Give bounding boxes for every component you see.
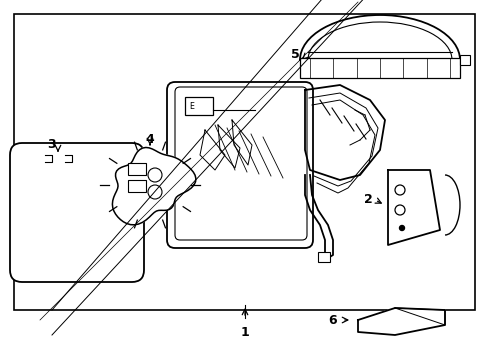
Bar — [299, 58, 459, 78]
Text: 5: 5 — [290, 49, 299, 62]
Text: 1: 1 — [240, 325, 249, 338]
Circle shape — [399, 225, 404, 230]
Text: 2: 2 — [363, 193, 372, 207]
FancyBboxPatch shape — [10, 143, 143, 282]
Text: 3: 3 — [48, 139, 56, 152]
Text: E: E — [189, 103, 194, 112]
Polygon shape — [305, 85, 384, 180]
Polygon shape — [357, 308, 444, 335]
FancyBboxPatch shape — [167, 82, 312, 248]
Text: 6: 6 — [328, 314, 337, 327]
Text: 4: 4 — [145, 134, 154, 147]
Bar — [184, 97, 213, 115]
Polygon shape — [387, 170, 439, 245]
FancyBboxPatch shape — [175, 87, 306, 240]
Bar — [459, 55, 469, 65]
Polygon shape — [112, 148, 196, 225]
Bar — [128, 180, 146, 192]
Bar — [14, 14, 474, 310]
Bar — [128, 163, 146, 175]
Bar — [317, 252, 329, 262]
